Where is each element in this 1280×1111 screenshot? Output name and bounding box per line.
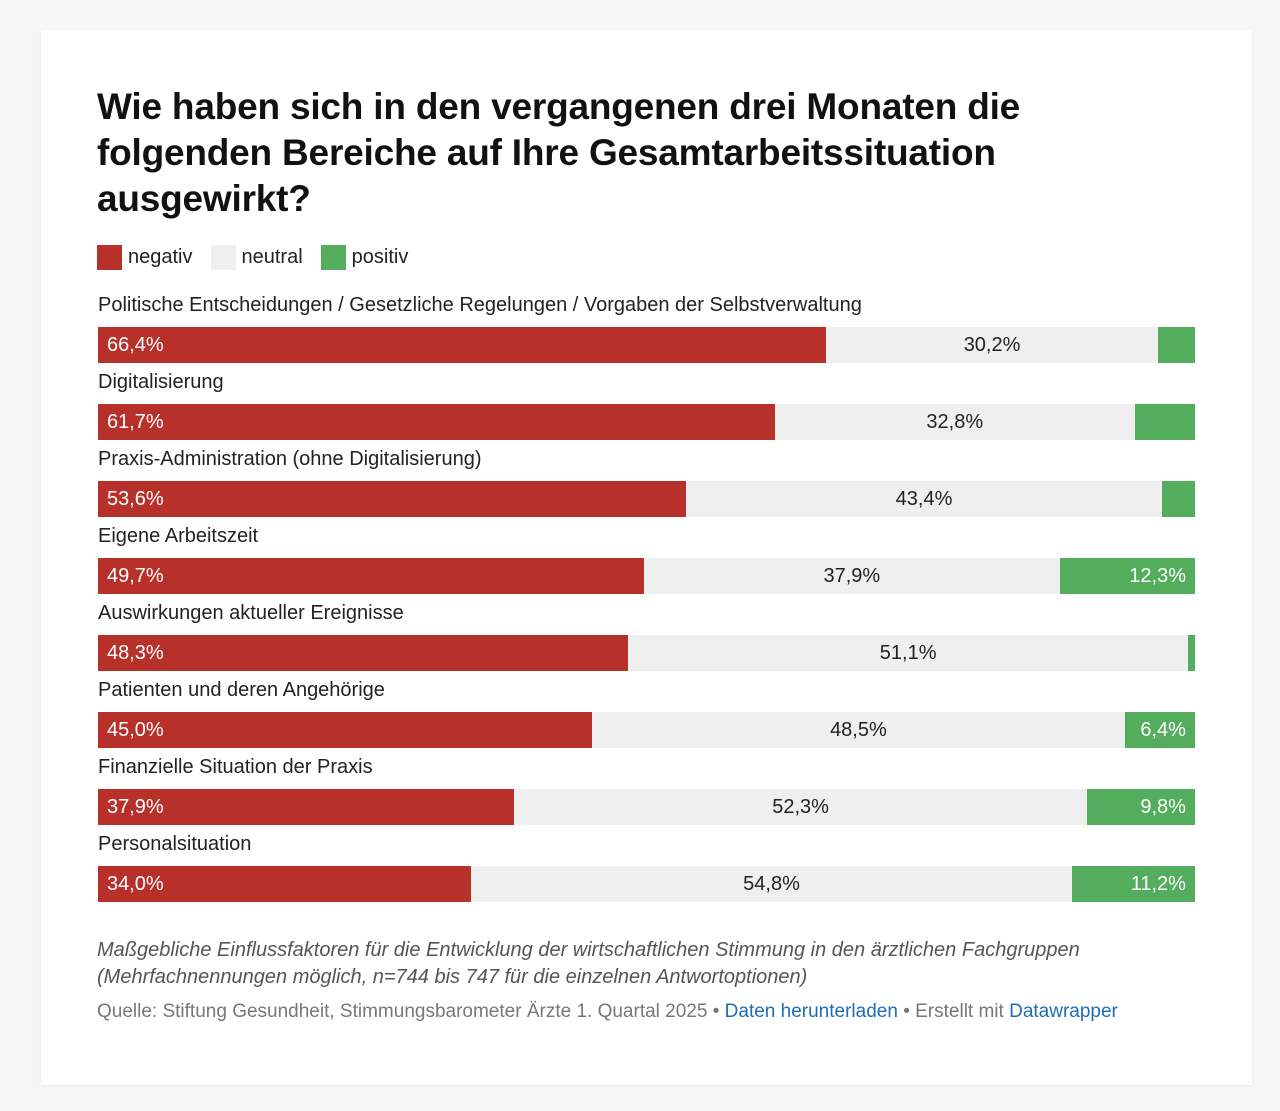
data-label-negativ: 45,0% <box>107 718 164 741</box>
legend-swatch-negativ <box>97 244 122 270</box>
bar-segment-negativ: 45,0% <box>98 712 593 748</box>
source-text: Quelle: Stiftung Gesundheit, Stimmungsba… <box>97 1001 708 1022</box>
bar-segment-neutral: 30,2% <box>826 327 1158 363</box>
download-data-link[interactable]: Daten herunterladen <box>724 1001 898 1022</box>
data-label-negativ: 34,0% <box>107 872 164 895</box>
stacked-bar: 34,0% 54,8% 11,2% <box>98 866 1195 902</box>
legend-item-positiv: positiv <box>320 244 409 270</box>
stacked-bar: 66,4% 30,2% <box>98 327 1195 363</box>
category-label: Patienten und deren Angehörige <box>98 679 385 701</box>
data-label-negativ: 61,7% <box>107 410 164 433</box>
legend-label-neutral: neutral <box>241 245 303 268</box>
bar-segment-neutral: 51,1% <box>627 635 1189 671</box>
stacked-bar: 37,9% 52,3% 9,8% <box>98 789 1195 825</box>
data-label-positiv: 9,8% <box>1140 795 1186 818</box>
data-label-neutral: 30,2% <box>963 333 1021 356</box>
source-separator-1: • <box>712 1001 720 1022</box>
category-label: Politische Entscheidungen / Gesetzliche … <box>98 294 862 316</box>
bar-segment-negativ: 34,0% <box>98 866 471 902</box>
legend-swatch-positiv <box>320 244 346 270</box>
data-label-neutral: 52,3% <box>772 795 829 818</box>
data-label-neutral: 37,9% <box>823 564 881 587</box>
source-separator-2: • <box>903 1001 910 1022</box>
bar-segment-neutral: 37,9% <box>643 558 1060 594</box>
data-label-negativ: 37,9% <box>107 795 164 818</box>
created-with-text: Erstellt mit <box>915 1001 1004 1022</box>
category-label: Auswirkungen aktueller Ereignisse <box>98 602 404 624</box>
bar-segment-positiv <box>1162 481 1195 517</box>
data-label-positiv: 11,2% <box>1130 872 1186 895</box>
data-label-neutral: 48,5% <box>830 718 887 741</box>
bar-segment-neutral: 54,8% <box>470 866 1073 902</box>
bar-row: Digitalisierung 61,7% 32,8% <box>98 369 1195 446</box>
data-label-negativ: 49,7% <box>107 564 164 587</box>
legend-label-negativ: negativ <box>128 245 193 268</box>
chart-card: Wie haben sich in den vergangenen drei M… <box>41 30 1252 1085</box>
chart-legend: negativ neutral positiv <box>97 244 426 270</box>
category-label: Digitalisierung <box>98 371 224 393</box>
bar-row: Patienten und deren Angehörige 45,0% 48,5%… <box>98 677 1195 754</box>
legend-item-neutral: neutral <box>210 244 303 270</box>
bar-row: Finanzielle Situation der Praxis 37,9% 52,… <box>98 754 1195 831</box>
data-label-positiv: 6,4% <box>1140 718 1186 741</box>
data-label-neutral: 43,4% <box>895 487 953 510</box>
bar-segment-positiv <box>1188 635 1195 671</box>
bar-segment-positiv: 9,8% <box>1087 789 1195 825</box>
bar-segment-neutral: 32,8% <box>774 404 1135 440</box>
bar-row: Eigene Arbeitszeit 49,7% 37,9% 12,3% <box>98 523 1195 600</box>
chart-notes: Maßgebliche Einflussfaktoren für die Ent… <box>97 939 1080 988</box>
legend-label-positiv: positiv <box>351 245 409 268</box>
data-label-neutral: 54,8% <box>743 872 800 895</box>
bar-segment-negativ: 66,4% <box>98 327 827 363</box>
bar-segment-negativ: 49,7% <box>98 558 644 594</box>
bar-segment-negativ: 37,9% <box>98 789 514 825</box>
bar-segment-positiv: 11,2% <box>1072 866 1195 902</box>
stacked-bar-chart: Politische Entscheidungen / Gesetzliche … <box>98 292 1195 908</box>
bar-segment-positiv: 6,4% <box>1124 712 1195 748</box>
bar-segment-neutral: 48,5% <box>592 712 1125 748</box>
chart-source: Quelle: Stiftung Gesundheit, Stimmungsba… <box>97 999 1118 1025</box>
stacked-bar: 48,3% 51,1% <box>98 635 1195 671</box>
bar-segment-neutral: 52,3% <box>513 789 1088 825</box>
bar-segment-neutral: 43,4% <box>685 481 1163 517</box>
bar-row: Auswirkungen aktueller Ereignisse 48,3% 51… <box>98 600 1195 677</box>
bar-segment-negativ: 48,3% <box>98 635 628 671</box>
data-label-neutral: 32,8% <box>926 410 984 433</box>
stacked-bar: 53,6% 43,4% <box>98 481 1195 517</box>
stacked-bar: 45,0% 48,5% 6,4% <box>98 712 1195 748</box>
legend-swatch-neutral <box>210 244 236 270</box>
category-label: Eigene Arbeitszeit <box>98 525 259 547</box>
bar-segment-negativ: 61,7% <box>98 404 775 440</box>
legend-item-negativ: negativ <box>97 244 193 270</box>
category-label: Personalsituation <box>98 833 252 855</box>
bar-segment-negativ: 53,6% <box>98 481 686 517</box>
bar-row: Personalsituation 34,0% 54,8% 11,2% <box>98 831 1195 908</box>
stacked-bar: 49,7% 37,9% 12,3% <box>98 558 1195 594</box>
data-label-negativ: 66,4% <box>107 333 164 356</box>
bar-segment-positiv <box>1134 404 1195 440</box>
data-label-negativ: 53,6% <box>107 487 164 510</box>
data-label-negativ: 48,3% <box>107 641 164 664</box>
chart-title: Wie haben sich in den vergangenen drei M… <box>97 86 1021 219</box>
category-label: Praxis-Administration (ohne Digitalisier… <box>98 448 482 470</box>
data-label-neutral: 51,1% <box>879 641 937 664</box>
category-label: Finanzielle Situation der Praxis <box>98 756 373 778</box>
bar-segment-positiv <box>1157 327 1195 363</box>
stacked-bar: 61,7% 32,8% <box>98 404 1195 440</box>
bar-segment-positiv: 12,3% <box>1059 558 1195 594</box>
data-label-positiv: 12,3% <box>1129 564 1186 587</box>
bar-row: Praxis-Administration (ohne Digitalisier… <box>98 446 1195 523</box>
datawrapper-link[interactable]: Datawrapper <box>1009 1001 1118 1022</box>
bar-row: Politische Entscheidungen / Gesetzliche … <box>98 292 1195 369</box>
